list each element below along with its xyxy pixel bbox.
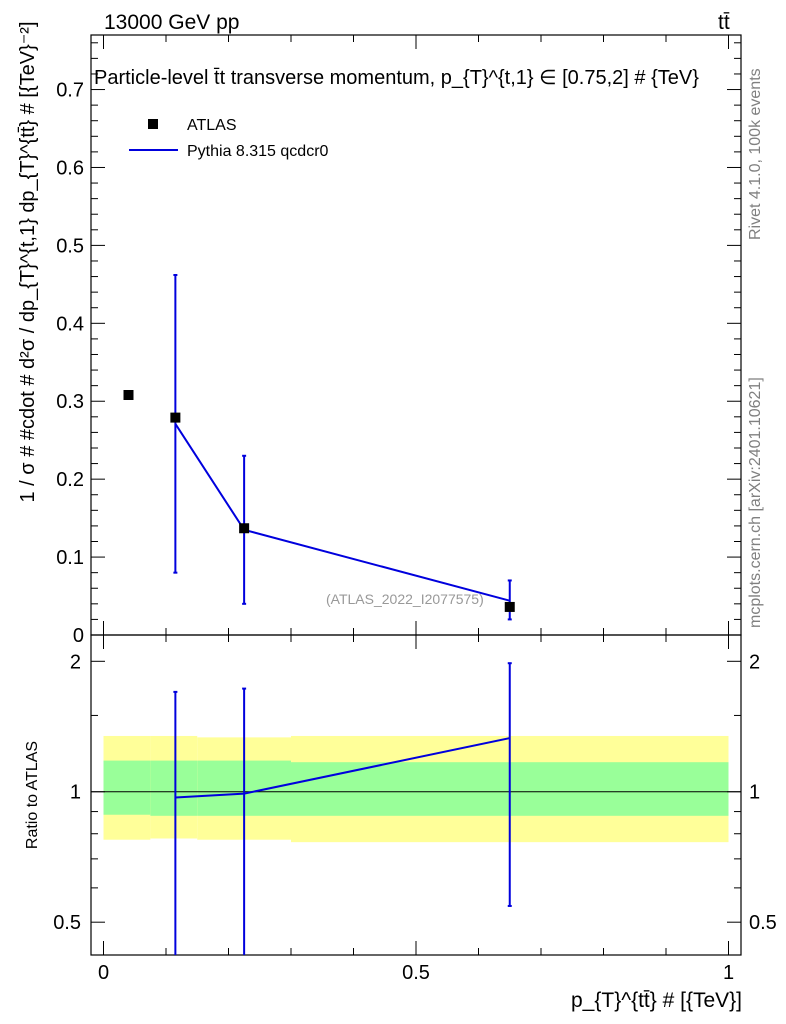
ratio-ytick-label-left: 0.5: [53, 912, 81, 934]
legend-marker-atlas: [148, 119, 158, 129]
legend-label-pythia: Pythia 8.315 qcdcr0: [187, 143, 329, 160]
mc-series-main: [173, 274, 512, 621]
axis-ticks: 0 0.1 0.2 0.3 0.4 0.5 0.6 0.7 0.5 0.5 1 1 2 2 0 0.5 1: [53, 35, 777, 984]
ratio-ytick-label-left: 1: [70, 782, 81, 804]
xtick-label: 0.5: [402, 962, 430, 984]
legend-label-atlas: ATLAS: [187, 117, 237, 134]
atlas-data-point: [504, 601, 515, 612]
chart-title: Particle-level t̄t transverse momentum, …: [94, 67, 699, 89]
process-label: tt̄: [718, 11, 730, 34]
ratio-ytick-label-left: 2: [70, 651, 81, 673]
xtick-label: 0: [98, 962, 109, 984]
main-ytick-label: 0.3: [56, 391, 84, 413]
main-ytick-label: 0.4: [56, 313, 84, 335]
main-ytick-label: 0.5: [56, 235, 84, 257]
main-ytick-label: 0.7: [56, 80, 84, 102]
x-axis-label: p_{T}^{tt̄} # [{TeV}]: [571, 989, 742, 1012]
mc-series-ratio: [173, 662, 512, 955]
main-ytick-label: 0.2: [56, 469, 84, 491]
data-series-main: [123, 390, 515, 612]
atlas-data-point: [170, 412, 181, 423]
atlas-data-point: [239, 523, 250, 534]
analysis-watermark: (ATLAS_2022_I2077575): [326, 591, 484, 607]
ratio-ytick-label-right: 2: [749, 651, 760, 673]
ratio-uncertainty-bands: [103, 735, 729, 843]
mcplots-label: mcplots.cern.ch [arXiv:2401.10621]: [747, 377, 764, 628]
atlas-data-point: [123, 390, 134, 400]
band-inner-0: [103, 760, 151, 815]
xtick-label: 1: [723, 962, 734, 984]
main-ytick-label: 0.6: [56, 157, 84, 179]
y-axis-label: 1 / σ # #cdot # d²σ / dp_{T}^{t,1} dp_{T…: [17, 21, 39, 502]
band-inner-1: [150, 760, 198, 816]
main-ytick-label: 0: [73, 625, 84, 647]
mc-line-main: [174, 423, 511, 602]
ratio-ytick-label-right: 1: [749, 782, 760, 804]
ratio-y-axis-label: Ratio to ATLAS: [24, 741, 41, 849]
main-ytick-label: 0.1: [56, 547, 84, 569]
rivet-version-label: Rivet 4.1.0, 100k events: [747, 68, 764, 240]
energy-label: 13000 GeV pp: [104, 11, 239, 34]
ratio-ytick-label-right: 0.5: [749, 912, 777, 934]
